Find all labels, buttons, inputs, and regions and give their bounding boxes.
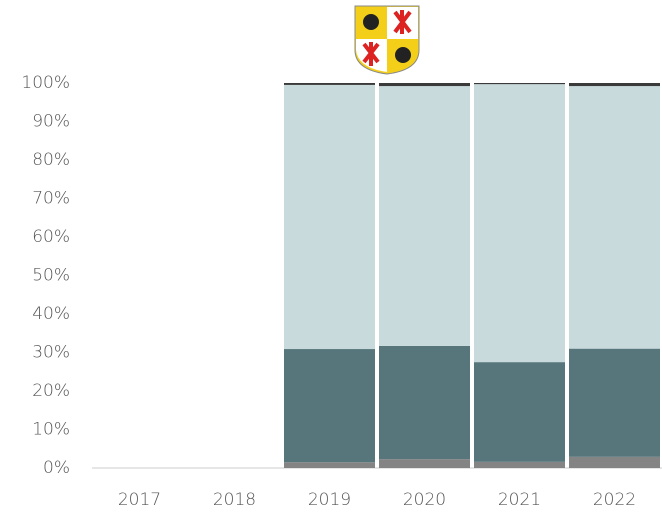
bar-segment	[284, 84, 375, 350]
y-tick-label: 80%	[32, 150, 70, 170]
bar-segment	[284, 349, 375, 463]
bar-segment	[379, 83, 470, 87]
x-tick-label: 2019	[308, 490, 351, 510]
bar-segment	[474, 83, 565, 85]
y-tick-label: 50%	[32, 266, 70, 286]
bar-segment	[474, 362, 565, 462]
y-tick-label: 10%	[32, 420, 70, 440]
bar-segment	[379, 459, 470, 468]
x-tick-label: 2017	[118, 490, 161, 510]
bar-segment	[284, 83, 375, 85]
y-tick-label: 30%	[32, 343, 70, 363]
bar-segment	[474, 461, 565, 468]
y-tick-label: 20%	[32, 381, 70, 401]
coat-of-arms	[354, 5, 420, 75]
y-tick-label: 90%	[32, 112, 70, 132]
y-tick-label: 0%	[43, 458, 70, 478]
x-tick-label: 2021	[498, 490, 541, 510]
bar-segment	[569, 348, 660, 457]
bar-segment	[569, 456, 660, 468]
bar-segment	[379, 86, 470, 346]
bar-segment	[474, 84, 565, 363]
bar-segment	[284, 462, 375, 468]
bar-segment	[569, 86, 660, 349]
y-tick-label: 100%	[21, 73, 70, 93]
y-tick-label: 70%	[32, 189, 70, 209]
x-tick-label: 2018	[213, 490, 256, 510]
y-tick-label: 40%	[32, 304, 70, 324]
bar-segment	[569, 83, 660, 87]
y-tick-label: 60%	[32, 227, 70, 247]
bar-segment	[379, 345, 470, 460]
x-tick-label: 2022	[593, 490, 636, 510]
x-tick-label: 2020	[403, 490, 446, 510]
